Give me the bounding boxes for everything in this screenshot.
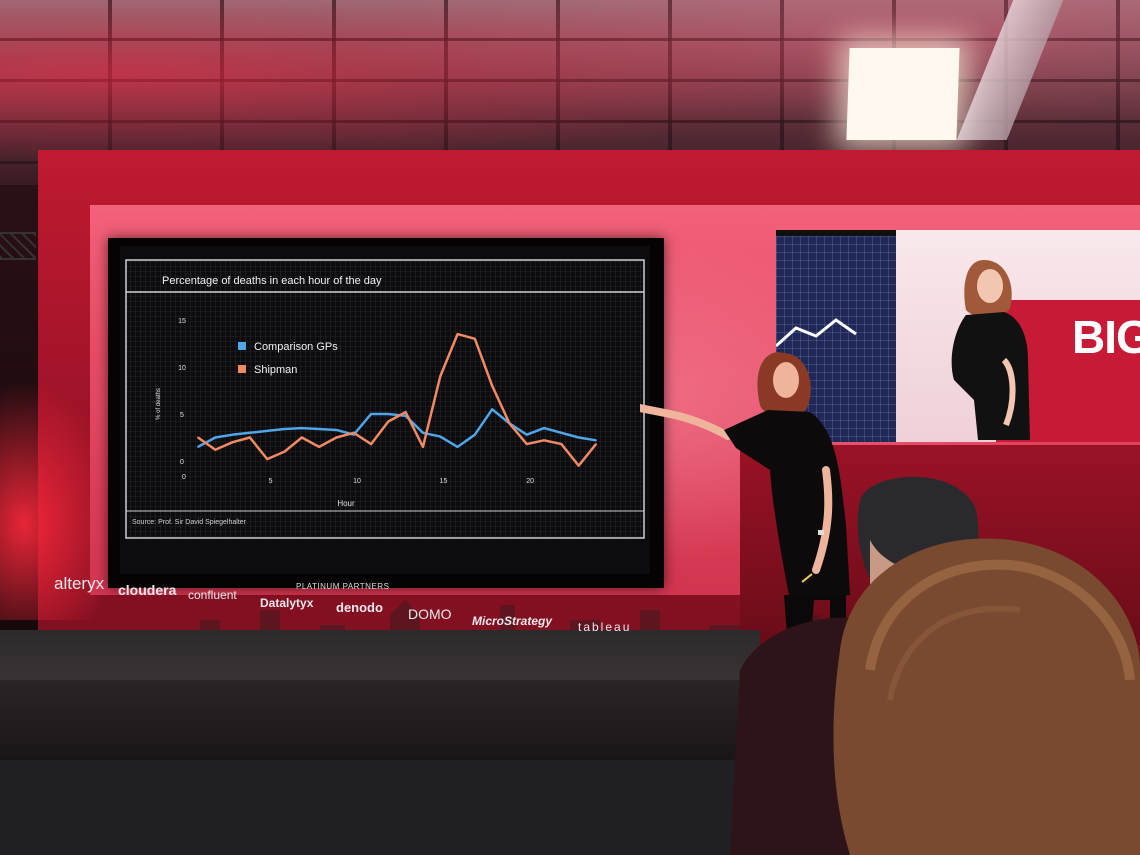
logo-cloudera: cloudera bbox=[118, 582, 177, 598]
point-shipman-4 bbox=[266, 458, 269, 461]
chart-source: Source: Prof. Sir David Spiegelhalter bbox=[132, 519, 247, 526]
point-comparison-gps-22 bbox=[577, 436, 580, 439]
logo-tableau: tableau bbox=[578, 620, 632, 634]
x-tick-15: 15 bbox=[440, 478, 448, 485]
video-chart-lines bbox=[776, 318, 857, 348]
point-comparison-gps-4 bbox=[266, 430, 269, 432]
lighting-truss bbox=[0, 232, 36, 260]
y-tick-10: 10 bbox=[178, 365, 186, 372]
point-comparison-gps-23 bbox=[595, 439, 597, 442]
series-points bbox=[197, 333, 597, 467]
video-presenter bbox=[951, 260, 1030, 440]
legend-shipman-swatch bbox=[238, 365, 246, 373]
point-shipman-23 bbox=[595, 443, 597, 445]
ceiling-light bbox=[846, 48, 960, 140]
point-comparison-gps-21 bbox=[560, 431, 563, 434]
point-comparison-gps-17 bbox=[491, 408, 494, 411]
point-shipman-1 bbox=[214, 448, 217, 451]
point-comparison-gps-15 bbox=[456, 446, 459, 448]
point-comparison-gps-12 bbox=[404, 414, 407, 417]
point-comparison-gps-2 bbox=[231, 433, 234, 436]
point-shipman-14 bbox=[439, 375, 442, 378]
legend-gp-label: Comparison GPs bbox=[254, 341, 338, 353]
point-shipman-15 bbox=[456, 333, 459, 335]
point-shipman-2 bbox=[231, 441, 234, 444]
logo-alteryx: alteryx bbox=[54, 574, 105, 593]
x-tick-5: 5 bbox=[269, 478, 273, 485]
video-big-text: BIG bbox=[1072, 311, 1140, 363]
x-tick-20: 20 bbox=[526, 478, 534, 485]
point-shipman-20 bbox=[543, 439, 545, 442]
point-shipman-12 bbox=[404, 411, 407, 414]
point-comparison-gps-9 bbox=[352, 433, 355, 436]
logo-confluent: confluent bbox=[188, 588, 237, 602]
series-line-shipman bbox=[197, 332, 597, 467]
y-tick-15: 15 bbox=[178, 318, 186, 325]
point-shipman-17 bbox=[491, 384, 494, 387]
x-tick-10: 10 bbox=[353, 478, 361, 485]
point-comparison-gps-3 bbox=[249, 431, 251, 434]
point-shipman-6 bbox=[300, 436, 303, 439]
point-shipman-0 bbox=[197, 436, 199, 439]
point-comparison-gps-13 bbox=[422, 431, 424, 434]
point-comparison-gps-20 bbox=[543, 427, 545, 429]
point-shipman-11 bbox=[387, 420, 390, 423]
partner-logos: PLATINUM PARTNERS alteryx cloudera confl… bbox=[40, 570, 680, 640]
y-tick-5: 5 bbox=[180, 412, 184, 419]
point-shipman-7 bbox=[318, 446, 321, 448]
chart-grid bbox=[126, 260, 644, 538]
point-comparison-gps-7 bbox=[318, 428, 321, 430]
point-comparison-gps-1 bbox=[214, 436, 217, 439]
audience bbox=[730, 476, 1140, 855]
projection-screen: Percentage of deaths in each hour of the… bbox=[120, 246, 650, 574]
x-axis-label: Hour bbox=[337, 499, 355, 508]
logo-microstrategy: MicroStrategy bbox=[472, 614, 553, 628]
y-axis-label: % of deaths bbox=[156, 388, 162, 420]
point-shipman-18 bbox=[508, 422, 511, 425]
point-comparison-gps-11 bbox=[387, 413, 390, 415]
point-shipman-5 bbox=[283, 450, 286, 453]
point-comparison-gps-10 bbox=[370, 413, 372, 415]
logo-datalytyx: Datalytyx bbox=[260, 596, 314, 610]
floor bbox=[0, 760, 760, 855]
x-tick-0: 0 bbox=[182, 474, 186, 481]
point-comparison-gps-5 bbox=[283, 428, 286, 430]
logo-denodo: denodo bbox=[336, 600, 383, 615]
point-shipman-19 bbox=[525, 443, 528, 445]
partners-title: PLATINUM PARTNERS bbox=[296, 582, 390, 591]
chart-title: Percentage of deaths in each hour of the… bbox=[162, 275, 382, 287]
point-shipman-21 bbox=[560, 443, 563, 445]
y-tick-0: 0 bbox=[180, 459, 184, 466]
logo-domo: DOMO bbox=[408, 606, 452, 622]
point-shipman-3 bbox=[249, 436, 251, 439]
legend-gp-swatch bbox=[238, 342, 246, 350]
point-shipman-9 bbox=[352, 431, 355, 434]
deaths-by-hour-chart: Percentage of deaths in each hour of the… bbox=[125, 259, 645, 539]
point-comparison-gps-6 bbox=[300, 427, 303, 429]
point-shipman-10 bbox=[370, 443, 372, 445]
point-comparison-gps-19 bbox=[525, 433, 528, 436]
point-shipman-16 bbox=[473, 337, 476, 340]
series-line-comparison-gps bbox=[197, 408, 597, 449]
point-comparison-gps-14 bbox=[439, 435, 442, 438]
point-comparison-gps-16 bbox=[473, 433, 476, 436]
point-shipman-13 bbox=[422, 446, 424, 448]
point-comparison-gps-8 bbox=[335, 429, 338, 431]
point-shipman-8 bbox=[335, 436, 338, 439]
point-comparison-gps-0 bbox=[197, 446, 199, 448]
y-tick-labels: 15 10 5 0 bbox=[178, 318, 186, 466]
x-tick-labels: 0 5 10 15 20 bbox=[182, 474, 534, 485]
point-shipman-22 bbox=[577, 464, 580, 467]
legend-shipman-label: Shipman bbox=[254, 364, 297, 376]
chart-frame bbox=[125, 259, 645, 539]
